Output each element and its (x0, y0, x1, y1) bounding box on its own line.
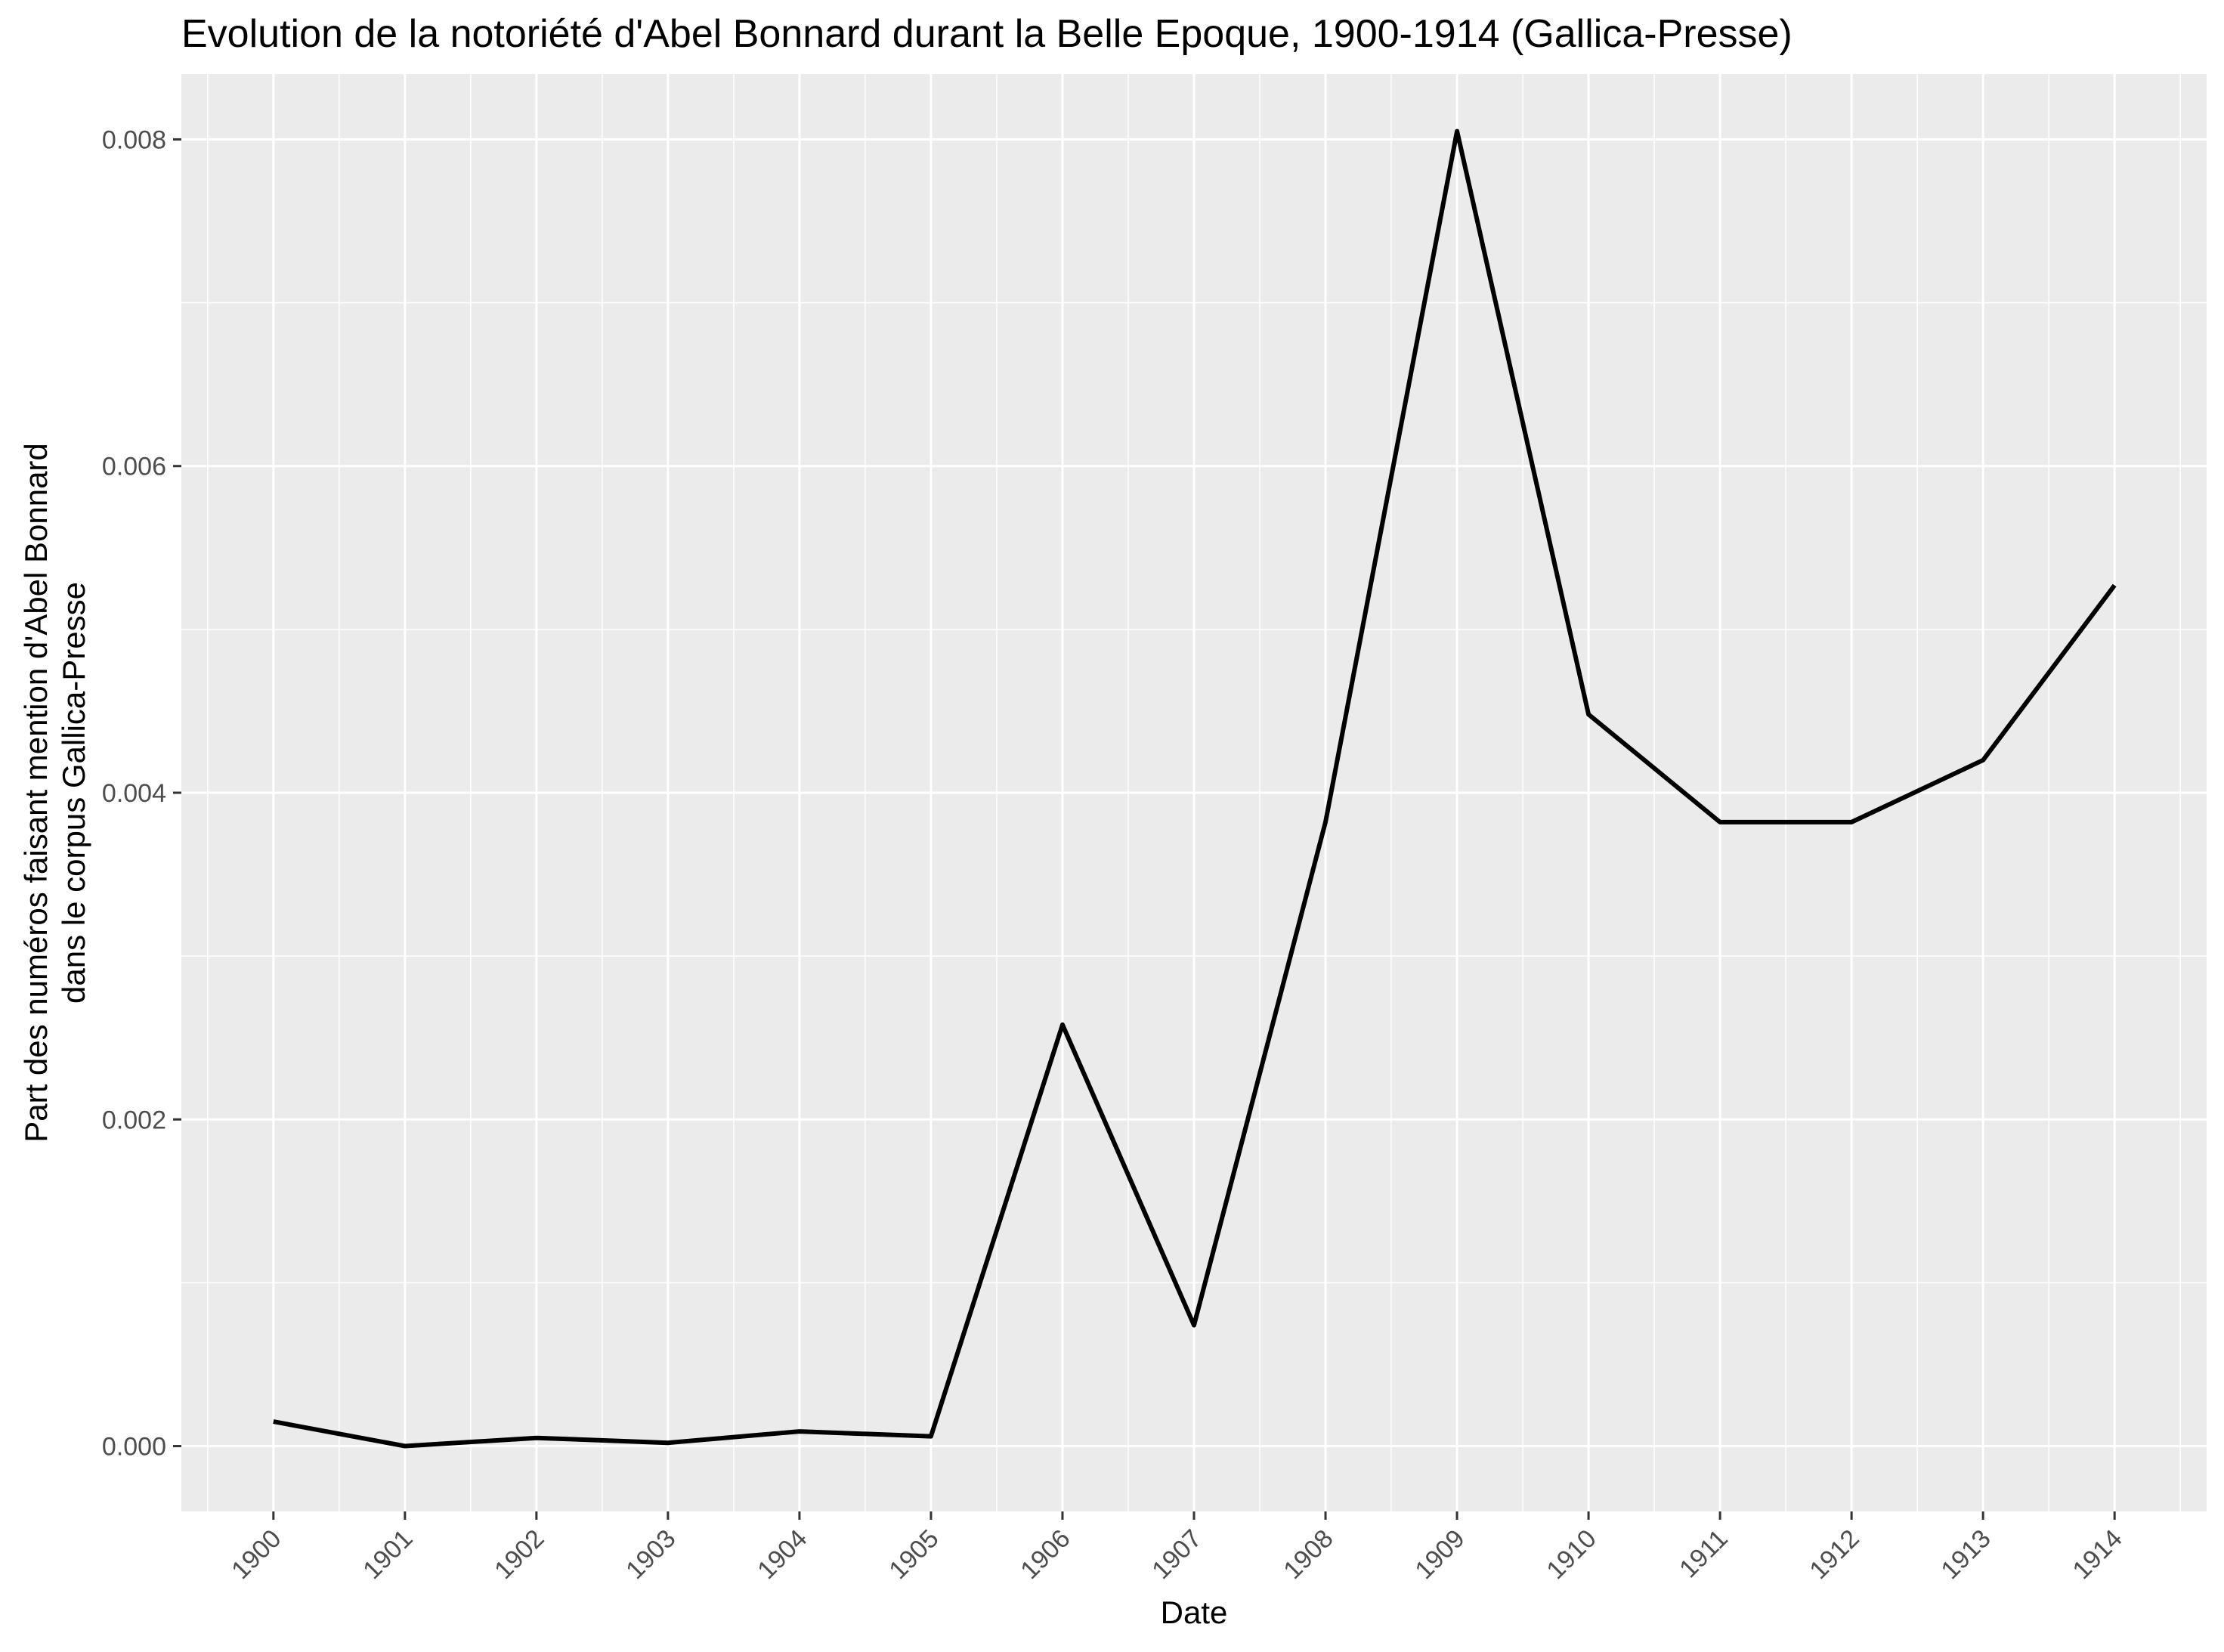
x-tick-label: 1903 (620, 1524, 681, 1585)
x-tick-label: 1906 (1015, 1524, 1075, 1585)
x-tick-label: 1909 (1409, 1524, 1470, 1585)
y-tick-label: 0.000 (102, 1433, 166, 1462)
x-tick-label: 1901 (357, 1524, 418, 1585)
x-tick-label: 1900 (226, 1524, 286, 1585)
y-tick-label: 0.004 (102, 779, 166, 808)
x-tick-label: 1913 (1935, 1524, 1996, 1585)
x-tick-label: 1907 (1146, 1524, 1207, 1585)
y-tick-label: 0.008 (102, 125, 166, 154)
x-tick-label: 1905 (883, 1524, 944, 1585)
x-tick-label: 1912 (1804, 1524, 1864, 1585)
x-axis: 1900 1901 1902 1903 1904 1905 1906 1907 1908 1909… (226, 1511, 2128, 1585)
chart-title: Evolution de la notoriété d'Abel Bonnard… (181, 12, 1793, 56)
y-axis-title-line: dans le corpus Gallica-Presse (56, 582, 91, 1004)
x-tick-label: 1904 (752, 1524, 812, 1585)
y-axis-title: Part des numéros faisant mention d'Abel … (18, 443, 91, 1143)
x-tick-label: 1914 (2067, 1524, 2127, 1585)
x-tick-label: 1908 (1278, 1524, 1338, 1585)
x-tick-label: 1910 (1541, 1524, 1601, 1585)
y-tick-label: 0.006 (102, 453, 166, 481)
y-axis-title-line: Part des numéros faisant mention d'Abel … (18, 443, 54, 1143)
x-tick-label: 1911 (1674, 1524, 1734, 1584)
y-tick-label: 0.002 (102, 1106, 166, 1134)
y-axis: 0.000 0.002 0.004 0.006 0.008 (102, 125, 181, 1461)
x-tick-label: 1902 (489, 1524, 549, 1585)
x-axis-title: Date (1161, 1595, 1228, 1630)
